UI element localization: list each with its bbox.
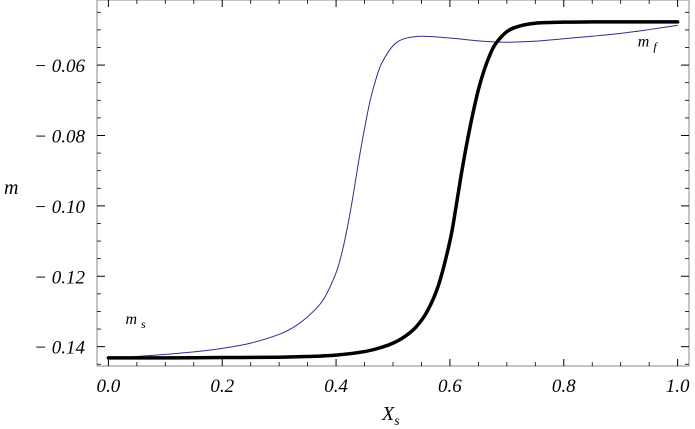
axis-ticks (97, 0, 689, 366)
x-tick-label: 0.0 (97, 376, 121, 397)
x-axis-label: Xs (381, 403, 400, 429)
x-tick-label: 1.0 (666, 376, 690, 397)
tick-labels: 0.0 0.2 0.4 0.6 0.8 1.0 − 0.14 − 0.12 − 0.10 − 0.… (34, 56, 690, 397)
y-tick-label: − 0.14 (34, 338, 85, 359)
annotation-main: m (638, 33, 650, 50)
x-tick-label: 0.6 (438, 376, 462, 397)
plot-frame (96, 0, 690, 367)
x-tick-label: 0.2 (210, 376, 234, 397)
x-tick-label: 0.8 (552, 376, 576, 397)
series-layer (106, 20, 680, 360)
y-axis-label: m (4, 177, 18, 199)
y-tick-label: − 0.12 (34, 267, 85, 288)
series-line-thin (107, 24, 679, 359)
y-tick-label: − 0.10 (34, 197, 85, 218)
annotation-sub: s (141, 317, 146, 331)
x-axis-label-sub: s (394, 414, 400, 429)
x-tick-label: 0.4 (324, 376, 348, 397)
series-line-thick (106, 20, 680, 360)
annotation-main: m (125, 311, 137, 328)
y-tick-label: − 0.08 (34, 126, 85, 147)
annotation-sub: f (653, 39, 658, 53)
annotations: m sm f (125, 33, 658, 330)
x-axis-label-main: X (381, 403, 395, 425)
y-tick-label: − 0.06 (34, 56, 85, 77)
